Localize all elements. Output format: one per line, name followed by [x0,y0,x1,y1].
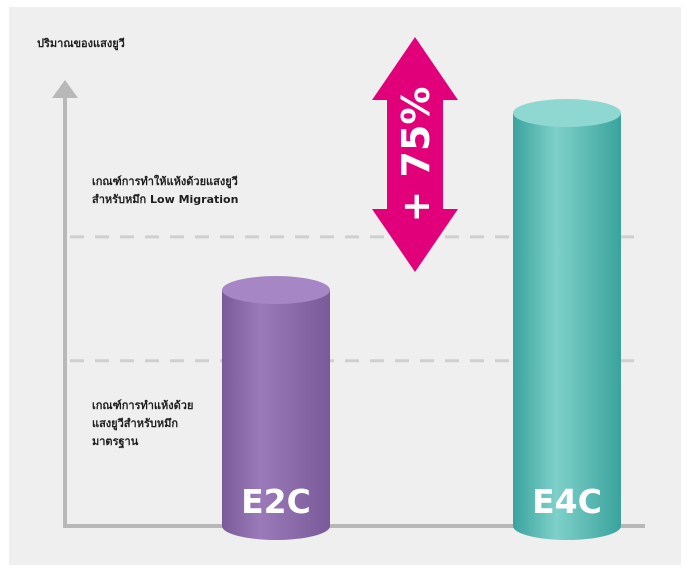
y-axis-arrow [52,80,78,98]
increase-annotation: + 75% [372,37,458,272]
bar-top-e4c [513,99,621,127]
bar-e2c: E2C [222,276,330,540]
threshold-label-1-line-1: เกณฑ์การทำแห้งด้วย [92,399,193,412]
bar-e4c: E4C [513,99,621,540]
threshold-label-2-line-1: เกณฑ์การทำให้แห้งด้วยแสงยูวี [92,174,238,189]
bar-body-e4c [513,113,621,540]
threshold-label-1-line-3: มาตรฐาน [92,435,139,449]
category-label-e2c: E2C [241,482,311,521]
threshold-label-2-line-2: สำหรับหมึก Low Migration [92,193,238,206]
threshold-label-1-line-2: แสงยูวีสำหรับหมึก [92,417,178,431]
double-arrow [372,37,458,272]
bar-body-e2c [222,290,330,540]
bars: E2C E4C [222,99,621,540]
increase-label: + 75% [394,86,438,222]
category-label-e4c: E4C [532,482,602,521]
y-axis-label: ปริมาณของแสงยูวี [37,37,125,51]
bar-top-e2c [222,276,330,304]
